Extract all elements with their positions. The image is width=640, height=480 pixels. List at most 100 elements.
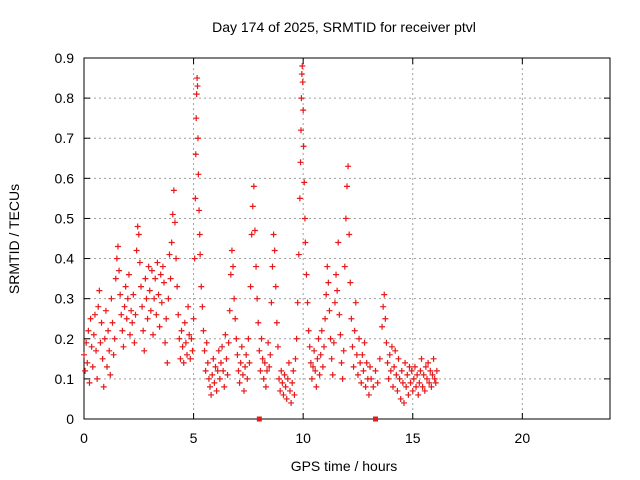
- data-point: [191, 255, 198, 262]
- data-point: [107, 371, 114, 378]
- data-point: [361, 339, 368, 346]
- data-point: [287, 387, 294, 394]
- data-point: [144, 315, 151, 322]
- data-point: [316, 371, 323, 378]
- data-point: [123, 315, 130, 322]
- data-point: [114, 243, 121, 250]
- data-point: [303, 271, 310, 278]
- data-point: [105, 327, 112, 334]
- data-point: [175, 311, 182, 318]
- data-point: [223, 355, 230, 362]
- data-point: [281, 371, 288, 378]
- data-point: [362, 383, 369, 390]
- data-point: [187, 355, 194, 362]
- data-point: [376, 355, 383, 362]
- data-point: [280, 391, 287, 398]
- data-point: [283, 395, 290, 402]
- data-point: [146, 287, 153, 294]
- data-point: [106, 347, 113, 354]
- data-point: [426, 379, 433, 386]
- data-point: [132, 311, 139, 318]
- data-point: [271, 247, 278, 254]
- y-axis-label: SRMTID / TECUs: [6, 184, 22, 294]
- y-tick-label: 0.6: [55, 170, 75, 186]
- data-point: [268, 299, 275, 306]
- data-point: [189, 347, 196, 354]
- data-point: [239, 371, 246, 378]
- data-point: [311, 347, 318, 354]
- data-point: [304, 299, 311, 306]
- data-point: [291, 391, 298, 398]
- data-point: [383, 339, 390, 346]
- data-point: [406, 363, 413, 370]
- data-point: [124, 295, 131, 302]
- data-point: [147, 307, 154, 314]
- x-tick-labels: 0 5 10 15 20: [80, 430, 530, 446]
- data-point: [338, 359, 345, 366]
- data-points: [81, 63, 440, 422]
- data-point: [83, 339, 90, 346]
- data-point: [178, 327, 185, 334]
- data-point: [425, 359, 432, 366]
- data-point: [117, 291, 124, 298]
- data-point: [244, 375, 251, 382]
- data-point: [134, 223, 141, 230]
- data-point: [301, 179, 308, 186]
- data-point: [93, 347, 100, 354]
- data-point: [192, 151, 199, 158]
- data-point: [226, 307, 233, 314]
- data-point: [155, 291, 162, 298]
- data-point: [82, 367, 89, 374]
- data-point: [396, 375, 403, 382]
- data-point: [368, 375, 375, 382]
- data-point: [102, 307, 109, 314]
- y-tick-label: 0.3: [55, 291, 75, 307]
- data-point: [430, 355, 437, 362]
- data-point: [159, 263, 166, 270]
- y-tick-label: 0: [66, 411, 74, 427]
- x-axis-label: GPS time / hours: [291, 458, 398, 474]
- data-point: [427, 367, 434, 374]
- data-point: [250, 183, 257, 190]
- data-point: [152, 275, 159, 282]
- data-point: [256, 347, 263, 354]
- data-point: [342, 215, 349, 222]
- data-point: [414, 371, 421, 378]
- data-point: [91, 311, 98, 318]
- data-point: [323, 291, 330, 298]
- data-point: [85, 327, 92, 334]
- data-point: [207, 383, 214, 390]
- data-point: [180, 359, 187, 366]
- data-point: [394, 387, 401, 394]
- data-point: [418, 355, 425, 362]
- data-point: [351, 327, 358, 334]
- axis-ticks: [83, 57, 610, 420]
- data-point: [177, 355, 184, 362]
- data-point: [300, 143, 307, 150]
- data-point: [292, 355, 299, 362]
- data-point: [360, 367, 367, 374]
- data-point: [339, 375, 346, 382]
- data-point: [220, 367, 227, 374]
- data-point: [186, 331, 193, 338]
- data-point: [385, 375, 392, 382]
- data-point: [312, 367, 319, 374]
- data-point: [265, 339, 272, 346]
- data-point: [95, 303, 102, 310]
- x-tick-label: 20: [515, 430, 531, 446]
- data-point: [318, 327, 325, 334]
- data-point: [205, 375, 212, 382]
- data-point: [415, 391, 422, 398]
- data-point: [326, 307, 333, 314]
- data-point: [255, 319, 262, 326]
- data-point: [408, 367, 415, 374]
- data-point: [84, 359, 91, 366]
- data-point: [256, 416, 262, 422]
- data-point: [141, 347, 148, 354]
- data-point: [197, 251, 204, 258]
- data-point: [185, 303, 192, 310]
- data-point: [196, 207, 203, 214]
- data-point: [391, 363, 398, 370]
- data-point: [259, 355, 266, 362]
- data-point: [345, 163, 352, 170]
